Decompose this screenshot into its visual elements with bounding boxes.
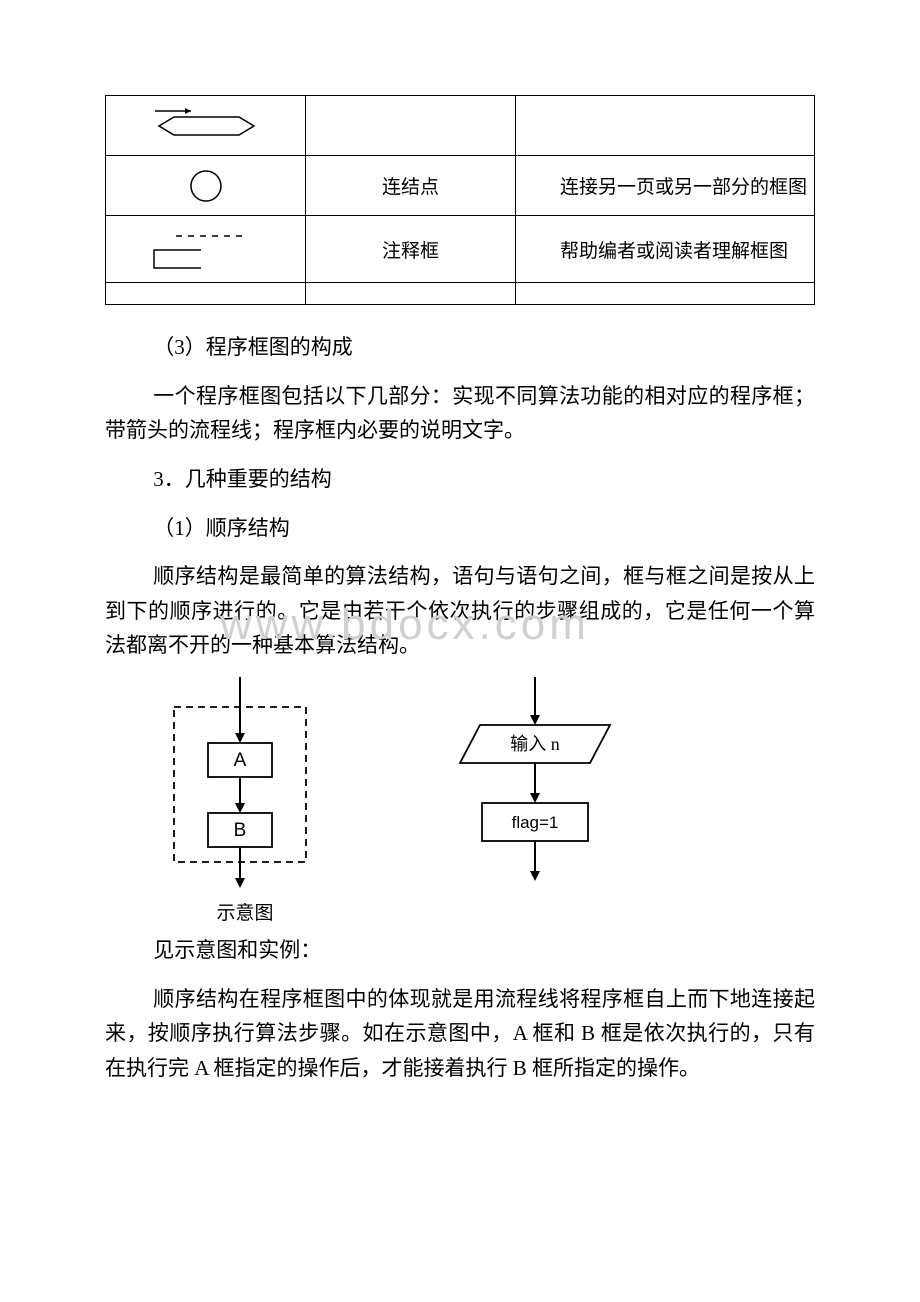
symbol-desc-cell-3 bbox=[516, 283, 815, 305]
symbol-name-cell-1: 连结点 bbox=[306, 156, 516, 216]
paragraph-3: 见示意图和实例： bbox=[105, 933, 815, 968]
diagram-schematic: A B 示意图 bbox=[160, 677, 330, 925]
symbol-name-cell-2: 注释框 bbox=[306, 216, 516, 283]
schematic-caption: 示意图 bbox=[160, 898, 330, 925]
symbol-desc-cell-0 bbox=[516, 96, 815, 156]
symbol-desc-cell-2: 帮助编者或阅读者理解框图 bbox=[516, 216, 815, 283]
hexagon-loop-icon bbox=[151, 106, 261, 146]
heading-sequential: （1）顺序结构 bbox=[105, 511, 815, 546]
heading-structures: 3．几种重要的结构 bbox=[105, 462, 815, 497]
paragraph-1: 一个程序框图包括以下几部分：实现不同算法功能的相对应的程序框；带箭头的流程线；程… bbox=[105, 379, 815, 448]
sequential-schematic-svg: A B bbox=[160, 677, 320, 892]
paragraph-2: 顺序结构是最简单的算法结构，语句与语句之间，框与框之间是按从上到下的顺序进行的。… bbox=[105, 559, 815, 663]
heading-3: （3）程序框图的构成 bbox=[105, 330, 815, 365]
input-n-label: 输入 n bbox=[510, 734, 560, 754]
diagram-example: 输入 n flag=1 bbox=[440, 677, 640, 925]
paragraph-4: 顺序结构在程序框图中的体现就是用流程线将程序框自上而下地连接起来，按顺序执行算法… bbox=[105, 982, 815, 1086]
flowchart-symbols-table: 连结点 连接另一页或另一部分的框图 注释框 帮助编者或阅读者理解框图 bbox=[105, 95, 815, 305]
symbol-name-cell-3 bbox=[306, 283, 516, 305]
flag-label: flag=1 bbox=[512, 813, 559, 832]
symbol-name-cell-0 bbox=[306, 96, 516, 156]
annotation-bracket-icon bbox=[146, 224, 266, 274]
connector-circle-icon bbox=[186, 166, 226, 206]
diagram-container: A B 示意图 输入 n flag=1 bbox=[160, 677, 815, 925]
symbol-hexagon-cell bbox=[106, 96, 306, 156]
symbol-annotation-cell bbox=[106, 216, 306, 283]
box-b-label: B bbox=[234, 820, 247, 841]
symbol-desc-cell-1: 连接另一页或另一部分的框图 bbox=[516, 156, 815, 216]
sequential-example-svg: 输入 n flag=1 bbox=[440, 677, 630, 892]
symbol-circle-cell bbox=[106, 156, 306, 216]
symbol-empty-cell bbox=[106, 283, 306, 305]
box-a-label: A bbox=[234, 750, 247, 771]
